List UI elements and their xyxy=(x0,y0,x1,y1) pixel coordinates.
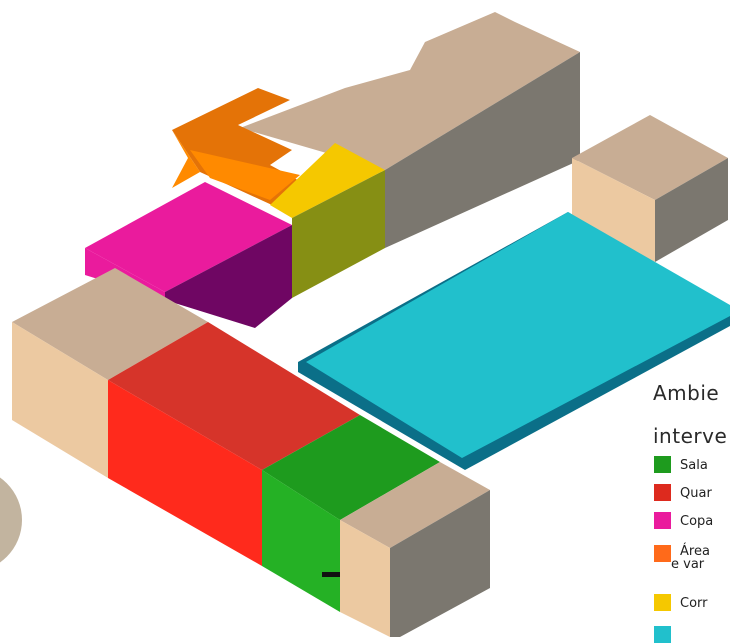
legend-swatch-quarto xyxy=(654,484,671,501)
pink-zone-top xyxy=(85,182,292,292)
legend-label-quarto: Quar xyxy=(680,486,712,501)
orange-zone-light xyxy=(172,130,200,188)
red-zone-top xyxy=(108,322,360,470)
yellow-zone-top xyxy=(270,143,385,218)
left-cube-top xyxy=(12,268,208,380)
legend-swatch-area xyxy=(654,545,671,562)
left-round-blob xyxy=(0,477,22,563)
olive-zone-front xyxy=(292,170,385,298)
legend-swatch-cyan xyxy=(654,626,671,643)
legend-label-area: Área xyxy=(680,544,710,559)
legend-swatch-sala xyxy=(654,456,671,473)
legend-swatch-copa xyxy=(654,512,671,529)
cyan-slab-top xyxy=(306,212,730,458)
legend-title-line-2: interve xyxy=(653,424,728,448)
small-cube-side xyxy=(655,158,728,262)
left-cube-front xyxy=(12,322,108,478)
legend-label-area-line-2: e var xyxy=(671,557,705,572)
purple-zone-side xyxy=(165,225,292,328)
right-cube-front xyxy=(340,520,390,637)
back-block-top xyxy=(240,12,580,170)
legend-label-sala: Sala xyxy=(680,458,708,473)
green-zone-front xyxy=(262,470,340,612)
legend-swatch-corredor xyxy=(654,594,671,611)
door-mark xyxy=(322,572,344,577)
legend-label-copa: Copa xyxy=(680,514,714,529)
legend-title-line-1: Ambie xyxy=(653,381,720,405)
small-cube-top xyxy=(572,115,728,200)
small-cube-front xyxy=(572,158,655,262)
back-block-side xyxy=(385,52,580,248)
right-cube-top xyxy=(340,462,490,548)
red-zone-front xyxy=(108,380,262,566)
right-cube-side xyxy=(390,490,490,637)
orange-zone-front xyxy=(190,150,300,200)
legend-label-corredor: Corr xyxy=(680,596,708,611)
green-zone-top xyxy=(262,415,440,520)
